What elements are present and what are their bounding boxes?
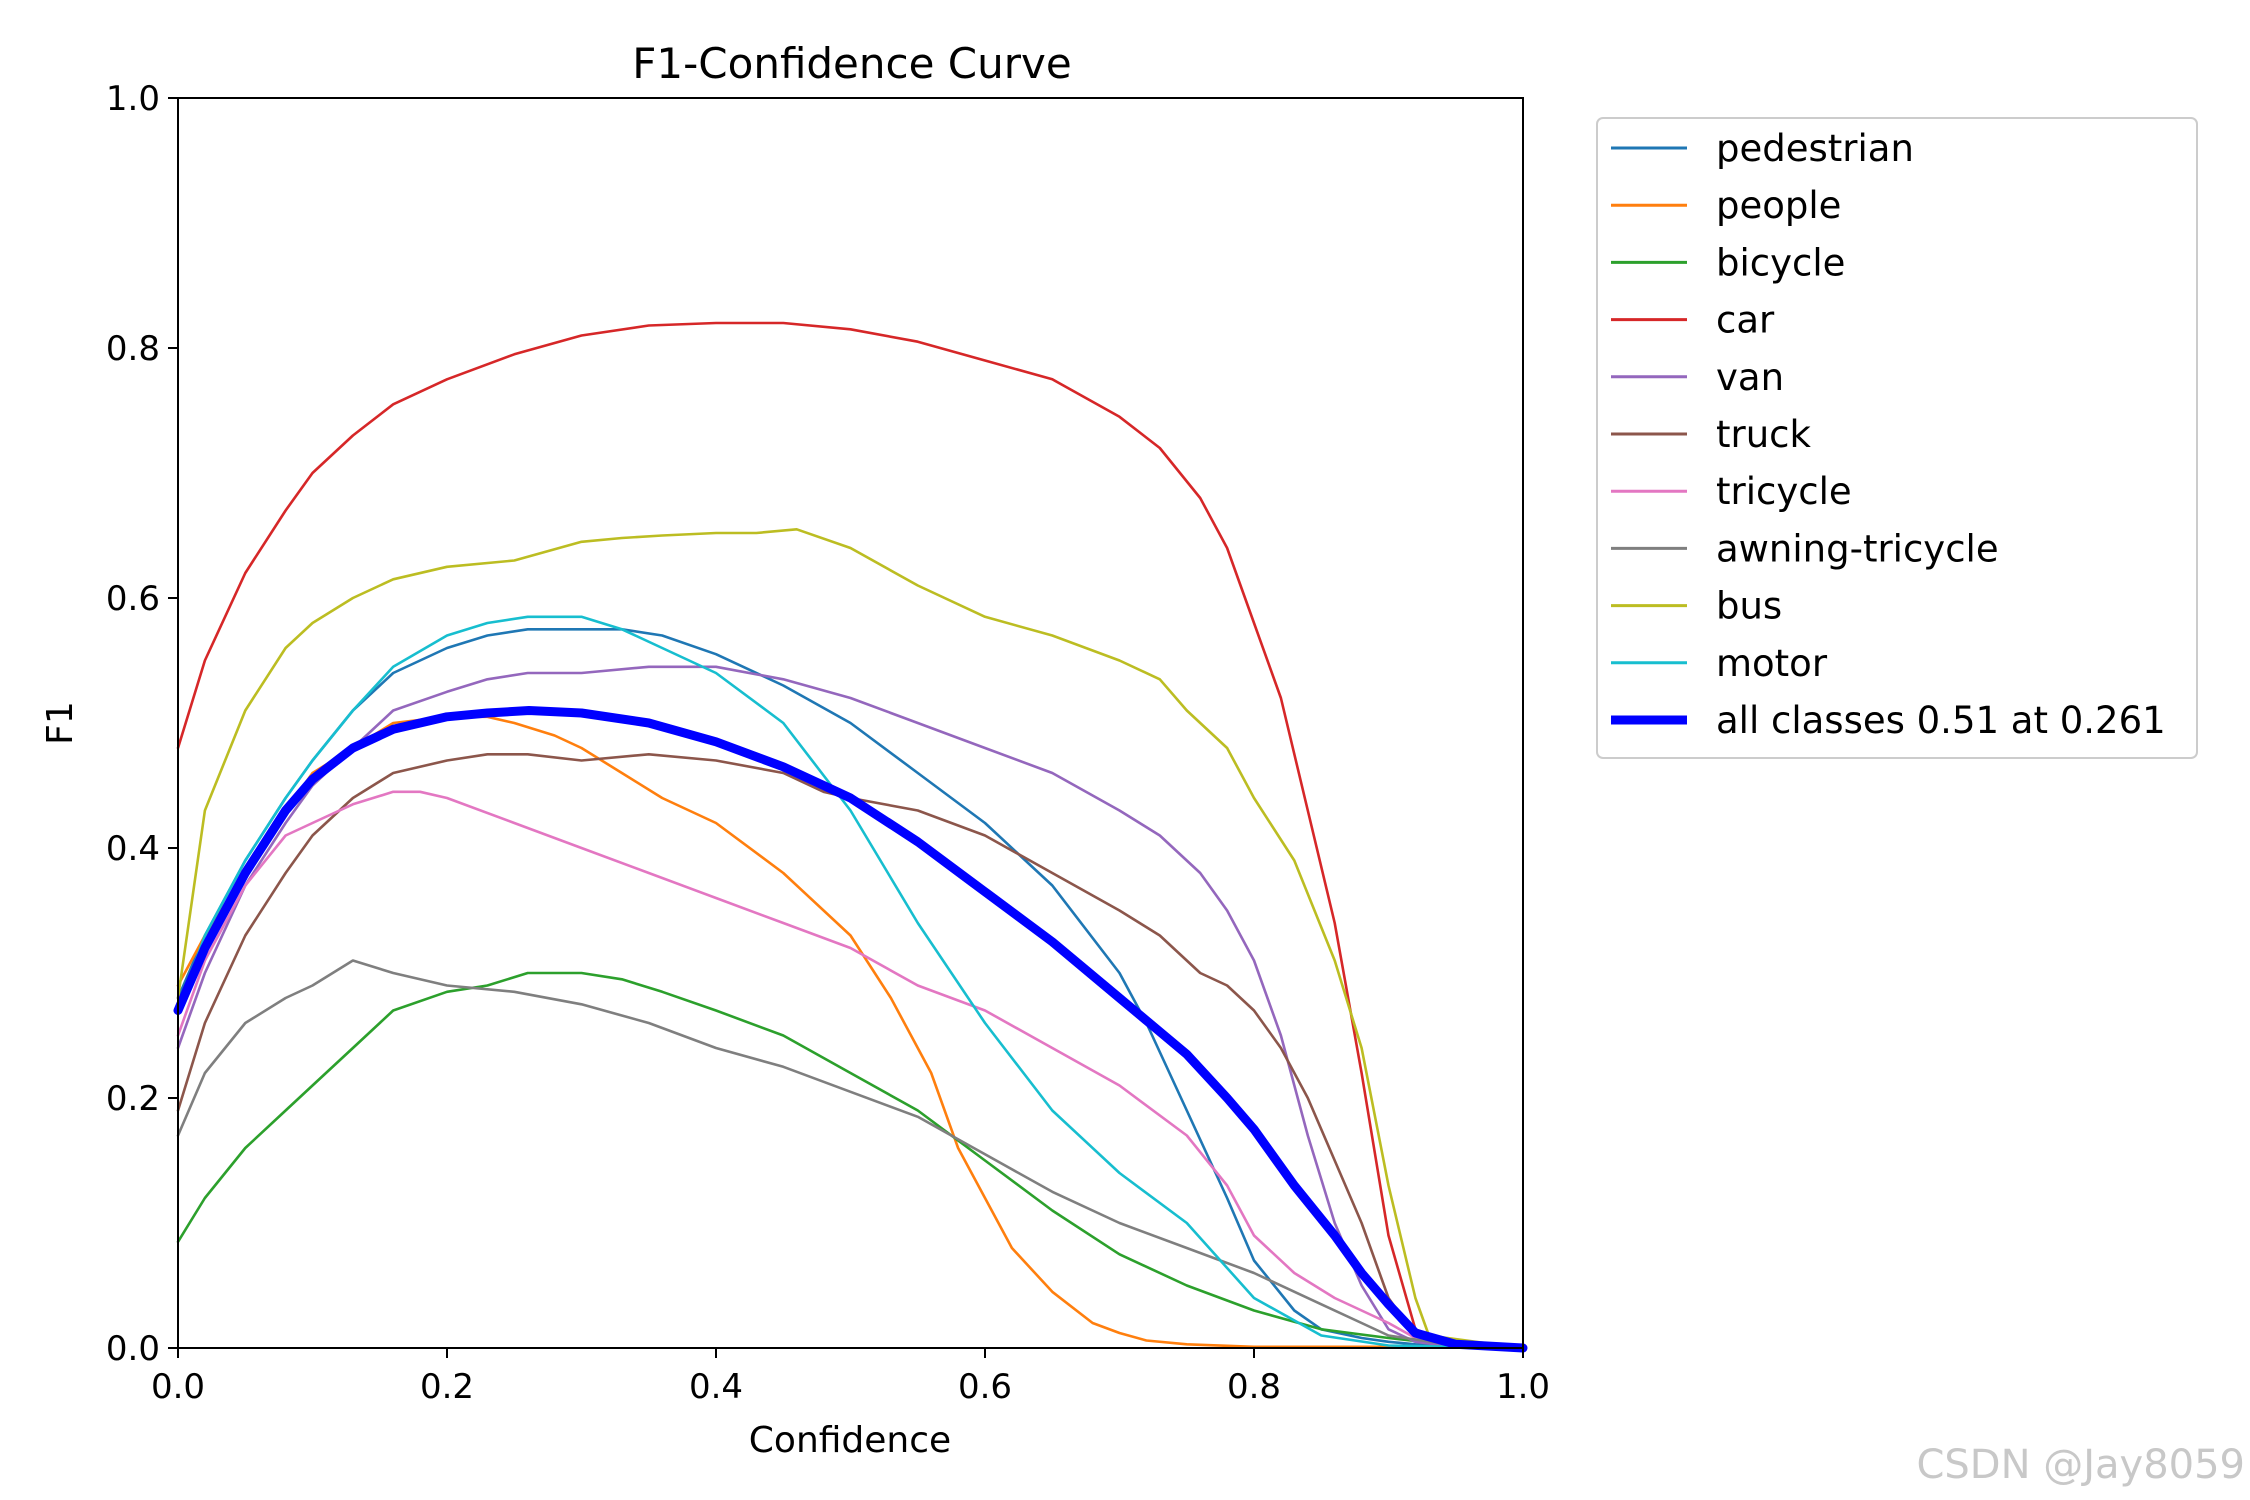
x-tick-label: 0.6 bbox=[958, 1367, 1012, 1407]
x-tick-label: 0.4 bbox=[689, 1367, 743, 1407]
series-line-car bbox=[176, 321, 1525, 1349]
y-tick-label: 0.8 bbox=[106, 329, 160, 369]
series-line-motor bbox=[176, 615, 1525, 1350]
y-tick-label: 0.2 bbox=[106, 1079, 160, 1119]
legend-label: awning-tricycle bbox=[1716, 527, 1999, 570]
legend-label: people bbox=[1716, 184, 1841, 227]
plot-area bbox=[173, 97, 1528, 1353]
x-tick-label: 0.0 bbox=[151, 1367, 205, 1407]
y-tick-label: 1.0 bbox=[106, 79, 160, 119]
axes-border bbox=[177, 97, 1524, 1349]
legend-items: pedestrian people bicycle car van truck tricyc… bbox=[1611, 127, 2166, 742]
series-line-bicycle bbox=[176, 971, 1525, 1349]
y-tick-label: 0.6 bbox=[106, 579, 160, 619]
series-line-bus bbox=[176, 527, 1525, 1350]
legend-label: bicycle bbox=[1716, 241, 1845, 284]
x-tick-label: 0.8 bbox=[1227, 1367, 1281, 1407]
y-axis-ticks: 0.0 0.2 0.4 0.6 0.8 1.0 bbox=[106, 79, 178, 1369]
legend-label: truck bbox=[1716, 413, 1812, 456]
legend: pedestrian people bicycle car van truck tricyc… bbox=[1596, 117, 2198, 759]
x-axis-label: Confidence bbox=[749, 1420, 951, 1461]
x-axis-ticks: 0.0 0.2 0.4 0.6 0.8 1.0 bbox=[151, 1348, 1550, 1407]
legend-label: bus bbox=[1716, 585, 1782, 628]
legend-label: car bbox=[1716, 299, 1775, 342]
legend-label: all classes 0.51 at 0.261 bbox=[1716, 699, 2166, 742]
legend-label: tricycle bbox=[1716, 470, 1852, 513]
legend-label: motor bbox=[1716, 642, 1828, 685]
x-tick-label: 1.0 bbox=[1496, 1367, 1550, 1407]
chart-title: F1-Confidence Curve bbox=[632, 39, 1071, 88]
series-line-all bbox=[173, 706, 1528, 1353]
series-group bbox=[173, 321, 1528, 1353]
x-tick-label: 0.2 bbox=[420, 1367, 474, 1407]
y-tick-label: 0.4 bbox=[106, 829, 160, 869]
watermark: CSDN @Jay8059 bbox=[1916, 1442, 2245, 1488]
y-axis-label: F1 bbox=[40, 701, 81, 745]
series-line-tricycle bbox=[176, 790, 1525, 1350]
legend-label: van bbox=[1716, 356, 1784, 399]
legend-box bbox=[1596, 117, 2198, 759]
legend-label: pedestrian bbox=[1716, 127, 1914, 170]
y-tick-label: 0.0 bbox=[106, 1329, 160, 1369]
series-line-awning-tricycle bbox=[176, 959, 1525, 1350]
